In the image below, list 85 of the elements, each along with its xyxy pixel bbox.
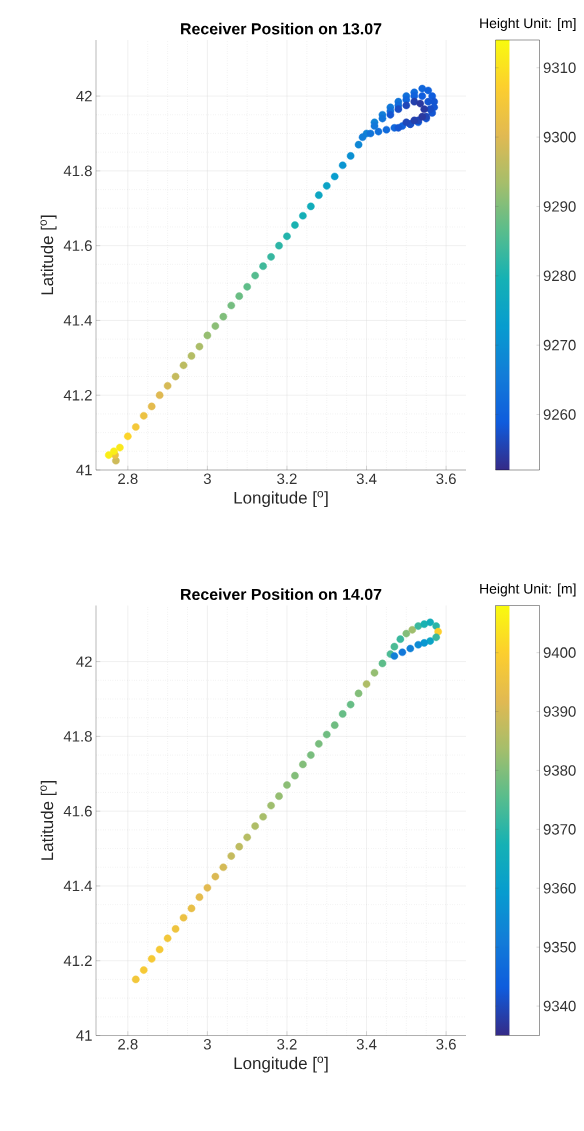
point — [354, 689, 363, 698]
point — [390, 642, 399, 651]
color-bar-label: 9350 — [543, 941, 576, 953]
y-tick-label: 41.2 — [63, 390, 92, 401]
color-bar-label: 9310 — [543, 62, 576, 74]
y-axis-title: Latitude [$^{o}$] — [40, 215, 57, 295]
point — [322, 730, 331, 739]
x-tick-label: 3.6 — [436, 1039, 456, 1050]
point — [267, 801, 275, 810]
point — [259, 812, 267, 821]
point — [179, 913, 188, 922]
point — [275, 792, 283, 801]
x-tick-label: 2.8 — [118, 473, 138, 485]
point — [219, 863, 228, 872]
point — [187, 904, 196, 913]
x-tick-label: 3.2 — [277, 1039, 297, 1050]
point — [362, 680, 371, 688]
chart-title: Receiver Position on 14.07 — [181, 588, 382, 601]
point — [414, 640, 423, 649]
color-bar-title: Height Unit: [m] — [480, 583, 576, 597]
point — [330, 721, 339, 729]
color-bar-label: 9290 — [543, 201, 576, 212]
point — [396, 635, 405, 643]
point — [390, 652, 399, 660]
x-axis-title: Longitude [$^{o}$] — [234, 490, 328, 508]
y-tick-label: 41.8 — [63, 731, 92, 742]
x-tick-label: 3.4 — [356, 473, 377, 485]
point — [408, 626, 417, 634]
point — [171, 925, 180, 933]
y-tick-label: 41 — [76, 1030, 92, 1041]
x-tick-label: 3.4 — [356, 1039, 377, 1050]
point — [346, 700, 355, 709]
point — [227, 852, 236, 860]
chart-title: Receiver Position on 13.07 — [181, 22, 382, 35]
point — [432, 633, 440, 642]
y-tick-label: 42 — [76, 90, 92, 102]
point — [283, 781, 291, 789]
y-tick-label: 42 — [76, 656, 92, 667]
point — [378, 659, 387, 668]
y-tick-label: 41.6 — [63, 805, 92, 817]
color-bar-label: 9380 — [543, 765, 576, 776]
point — [203, 884, 212, 892]
point — [291, 771, 299, 780]
y-tick-label: 41.4 — [63, 880, 93, 892]
point — [299, 760, 307, 769]
point — [426, 618, 434, 627]
point — [139, 966, 148, 974]
x-tick-label: 3 — [203, 1039, 211, 1050]
point — [195, 893, 204, 901]
point — [251, 822, 259, 830]
y-tick-label: 41.4 — [63, 315, 93, 326]
x-tick-label: 3.6 — [436, 473, 456, 485]
x-axis-title: Longitude [$^{o}$] — [234, 1056, 328, 1073]
y-tick-label: 41.8 — [63, 165, 92, 177]
point — [147, 955, 156, 963]
y-tick-label: 41 — [76, 464, 92, 476]
point — [163, 934, 172, 943]
point — [307, 751, 315, 759]
color-bar-label: 9270 — [543, 339, 576, 351]
y-tick-label: 41.6 — [63, 240, 92, 251]
x-tick-label: 2.8 — [118, 1039, 138, 1050]
point — [243, 833, 251, 842]
color-bar-label: 9400 — [543, 647, 576, 658]
point — [398, 648, 407, 657]
point — [402, 629, 411, 638]
y-tick-label: 41.2 — [63, 955, 92, 966]
color-bar-label: 9390 — [543, 706, 576, 717]
point — [131, 975, 140, 984]
point — [315, 740, 323, 748]
x-tick-label: 3.2 — [277, 473, 297, 485]
color-bar-label: 9300 — [543, 131, 576, 143]
color-bar-label: 9360 — [543, 882, 576, 894]
point — [155, 945, 164, 954]
color-bar-title: Height Unit: [m] — [480, 17, 576, 31]
color-bar-label: 9280 — [543, 270, 576, 282]
color-bar-label: 9340 — [543, 1000, 576, 1012]
color-bar-label: 9370 — [543, 824, 576, 835]
y-axis-title: Latitude [$^{o}$] — [40, 780, 57, 860]
point — [338, 710, 347, 718]
color-bar-label: 9260 — [543, 409, 576, 420]
point — [211, 872, 220, 881]
x-tick-label: 3 — [203, 473, 211, 485]
point — [235, 842, 244, 851]
point — [370, 669, 379, 677]
point — [406, 644, 415, 653]
